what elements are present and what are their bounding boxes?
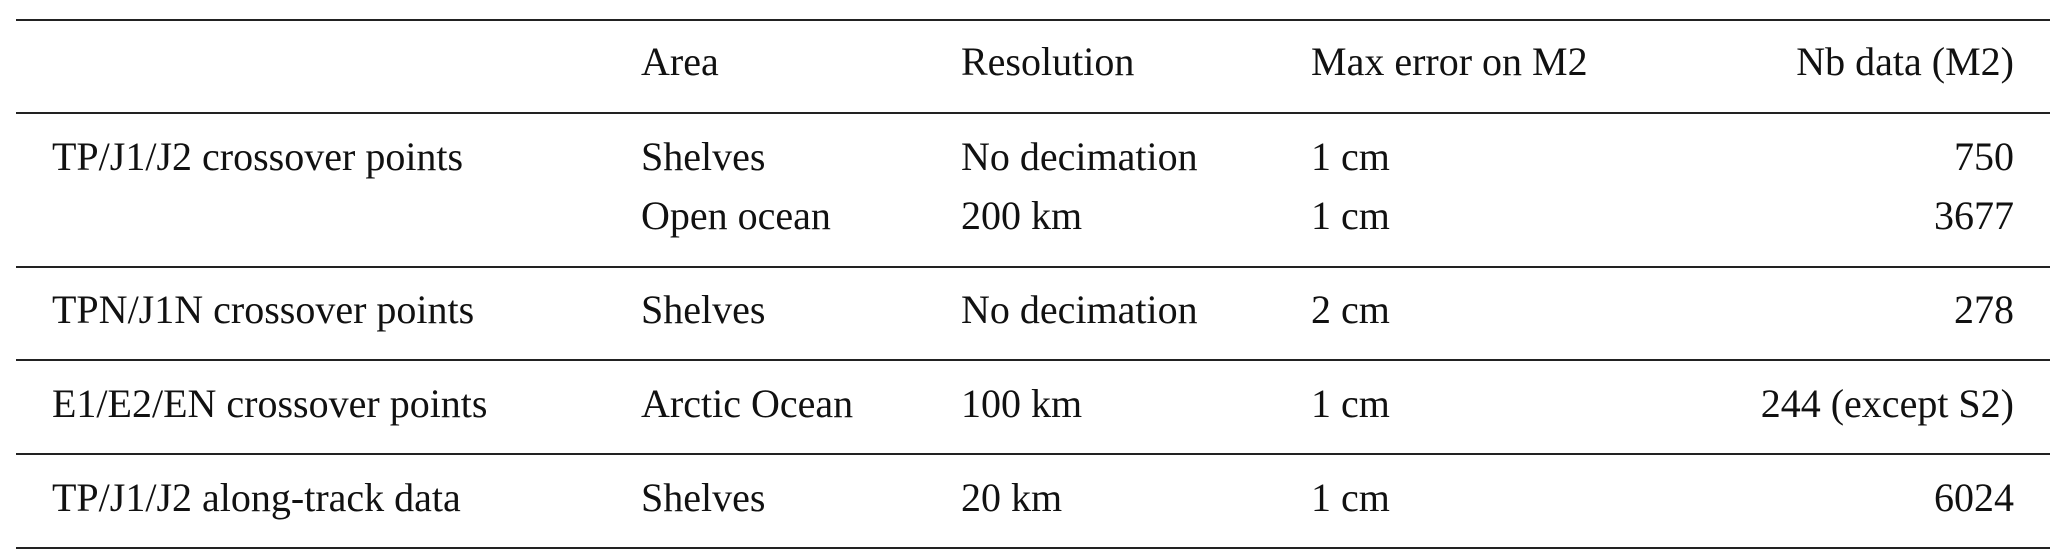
- max-error-cell: 1 cm: [1311, 381, 1390, 426]
- header-resolution: Resolution: [961, 39, 1135, 84]
- resolution-cell: 20 km: [961, 475, 1063, 520]
- nb-data-cell: 6024: [1934, 475, 2014, 520]
- resolution-cell: No decimation: [961, 134, 1198, 179]
- max-error-cell: 1 cm: [1311, 134, 1390, 179]
- resolution-cell: 200 km: [961, 193, 1083, 238]
- header-rule: [16, 112, 2050, 114]
- resolution-cell: No decimation: [961, 287, 1198, 332]
- resolution-cell: 100 km: [961, 381, 1083, 426]
- area-cell: Shelves: [641, 475, 766, 520]
- nb-data-cell: 3677: [1934, 193, 2014, 238]
- dataset-label: E1/E2/EN crossover points: [52, 381, 488, 426]
- max-error-cell: 2 cm: [1311, 287, 1390, 332]
- area-cell: Arctic Ocean: [641, 381, 854, 426]
- dataset-label: TP/J1/J2 crossover points: [52, 134, 464, 179]
- nb-data-cell: 750: [1954, 134, 2014, 179]
- top-rule: [16, 19, 2050, 21]
- header-area: Area: [641, 39, 719, 84]
- dataset-label: TPN/J1N crossover points: [52, 287, 475, 332]
- nb-data-cell: 278: [1954, 287, 2014, 332]
- area-cell: Shelves: [641, 287, 766, 332]
- area-cell: Open ocean: [641, 193, 831, 238]
- nb-data-cell: 244 (except S2): [1760, 381, 2014, 426]
- area-cell: Shelves: [641, 134, 766, 179]
- max-error-cell: 1 cm: [1311, 193, 1390, 238]
- dataset-label: TP/J1/J2 along-track data: [52, 475, 461, 520]
- row-rule: [16, 453, 2050, 455]
- header-max-error: Max error on M2: [1311, 39, 1588, 84]
- row-rule: [16, 266, 2050, 268]
- row-rule: [16, 359, 2050, 361]
- header-nb-data: Nb data (M2): [1796, 39, 2014, 84]
- bottom-rule: [16, 547, 2050, 549]
- max-error-cell: 1 cm: [1311, 475, 1390, 520]
